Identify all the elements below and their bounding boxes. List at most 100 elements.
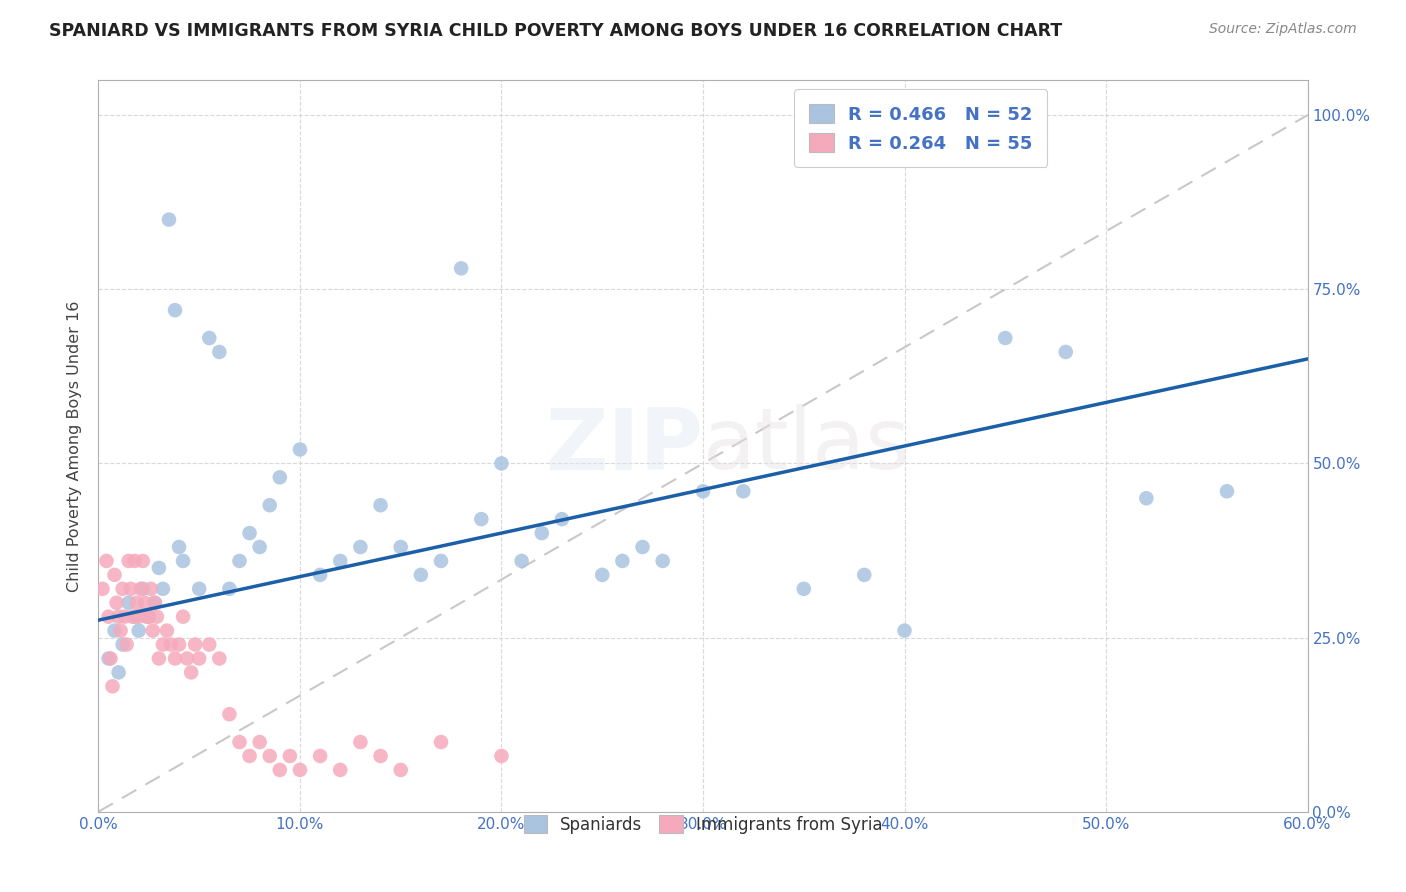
Point: [853, 567, 876, 582]
Point: [146, 609, 169, 624]
Point: [152, 582, 174, 596]
Point: [269, 470, 291, 484]
Point: [176, 651, 198, 665]
Point: [491, 457, 513, 471]
Point: [994, 331, 1017, 345]
Point: [188, 651, 211, 665]
Point: [278, 749, 301, 764]
Y-axis label: Child Poverty Among Boys Under 16: Child Poverty Among Boys Under 16: [67, 301, 83, 591]
Point: [259, 498, 281, 512]
Point: [120, 582, 142, 596]
Point: [157, 212, 180, 227]
Point: [101, 679, 124, 693]
Point: [218, 707, 240, 722]
Point: [128, 624, 150, 638]
Point: [110, 624, 132, 638]
Point: [105, 596, 128, 610]
Point: [96, 554, 118, 568]
Point: [118, 554, 141, 568]
Point: [309, 749, 332, 764]
Point: [172, 609, 194, 624]
Point: [269, 763, 291, 777]
Point: [134, 596, 156, 610]
Point: [329, 554, 352, 568]
Point: [470, 512, 492, 526]
Point: [132, 554, 155, 568]
Point: [114, 609, 136, 624]
Point: [430, 735, 453, 749]
Point: [208, 651, 231, 665]
Point: [491, 749, 513, 764]
Point: [288, 763, 311, 777]
Point: [156, 624, 179, 638]
Point: [389, 763, 412, 777]
Point: [163, 651, 186, 665]
Point: [288, 442, 311, 457]
Point: [115, 638, 138, 652]
Point: [148, 561, 170, 575]
Point: [163, 303, 186, 318]
Point: [551, 512, 574, 526]
Point: [139, 582, 162, 596]
Point: [111, 582, 134, 596]
Point: [107, 665, 129, 680]
Point: [329, 763, 352, 777]
Point: [530, 526, 553, 541]
Text: SPANIARD VS IMMIGRANTS FROM SYRIA CHILD POVERTY AMONG BOYS UNDER 16 CORRELATION : SPANIARD VS IMMIGRANTS FROM SYRIA CHILD …: [49, 22, 1063, 40]
Point: [172, 554, 194, 568]
Point: [218, 582, 240, 596]
Point: [370, 749, 392, 764]
Point: [125, 596, 148, 610]
Point: [143, 596, 166, 610]
Point: [121, 609, 143, 624]
Point: [259, 749, 281, 764]
Point: [167, 638, 190, 652]
Point: [124, 609, 146, 624]
Point: [249, 735, 271, 749]
Point: [793, 582, 815, 596]
Point: [893, 624, 915, 638]
Point: [143, 596, 166, 610]
Point: [198, 638, 221, 652]
Point: [349, 735, 371, 749]
Text: ZIP: ZIP: [546, 404, 703, 488]
Point: [132, 582, 155, 596]
Point: [239, 526, 262, 541]
Point: [198, 331, 221, 345]
Point: [107, 609, 129, 624]
Point: [118, 596, 141, 610]
Text: Source: ZipAtlas.com: Source: ZipAtlas.com: [1209, 22, 1357, 37]
Point: [188, 582, 211, 596]
Point: [1135, 491, 1157, 506]
Point: [160, 638, 183, 652]
Point: [152, 638, 174, 652]
Point: [124, 554, 146, 568]
Point: [430, 554, 453, 568]
Point: [1216, 484, 1239, 499]
Point: [91, 582, 114, 596]
Point: [97, 651, 120, 665]
Point: [228, 735, 250, 749]
Point: [370, 498, 392, 512]
Point: [128, 609, 150, 624]
Point: [309, 567, 332, 582]
Point: [148, 651, 170, 665]
Point: [733, 484, 755, 499]
Point: [100, 651, 122, 665]
Point: [409, 567, 432, 582]
Text: atlas: atlas: [703, 404, 911, 488]
Point: [510, 554, 533, 568]
Point: [208, 345, 231, 359]
Point: [111, 638, 134, 652]
Point: [651, 554, 673, 568]
Point: [1054, 345, 1077, 359]
Point: [167, 540, 190, 554]
Point: [612, 554, 634, 568]
Point: [103, 624, 125, 638]
Point: [692, 484, 714, 499]
Point: [103, 567, 125, 582]
Point: [138, 609, 160, 624]
Point: [129, 582, 152, 596]
Point: [180, 665, 202, 680]
Point: [450, 261, 472, 276]
